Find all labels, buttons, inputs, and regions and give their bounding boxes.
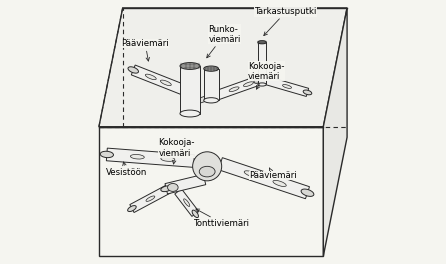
Ellipse shape bbox=[229, 87, 239, 92]
Polygon shape bbox=[216, 76, 260, 100]
Ellipse shape bbox=[204, 66, 219, 71]
Ellipse shape bbox=[168, 183, 178, 191]
Ellipse shape bbox=[258, 83, 266, 86]
Ellipse shape bbox=[301, 189, 314, 196]
Ellipse shape bbox=[180, 110, 200, 117]
Text: Tarkastusputki: Tarkastusputki bbox=[255, 7, 317, 36]
Circle shape bbox=[193, 152, 222, 181]
Polygon shape bbox=[99, 8, 347, 127]
Polygon shape bbox=[258, 42, 266, 84]
Polygon shape bbox=[219, 158, 310, 199]
Polygon shape bbox=[165, 175, 206, 194]
Polygon shape bbox=[323, 8, 347, 256]
Ellipse shape bbox=[184, 181, 195, 186]
Ellipse shape bbox=[254, 78, 264, 83]
Ellipse shape bbox=[180, 63, 200, 69]
Polygon shape bbox=[131, 65, 186, 95]
Ellipse shape bbox=[161, 80, 171, 86]
Ellipse shape bbox=[244, 82, 253, 87]
Polygon shape bbox=[130, 185, 171, 213]
Ellipse shape bbox=[303, 90, 312, 95]
Polygon shape bbox=[175, 189, 198, 216]
Ellipse shape bbox=[161, 186, 172, 192]
Ellipse shape bbox=[192, 210, 198, 218]
Polygon shape bbox=[99, 127, 323, 256]
Ellipse shape bbox=[100, 151, 113, 158]
Ellipse shape bbox=[204, 98, 219, 103]
Ellipse shape bbox=[161, 157, 175, 161]
Polygon shape bbox=[106, 148, 194, 167]
Ellipse shape bbox=[146, 196, 155, 201]
Text: Tonttiviemäri: Tonttiviemäri bbox=[194, 209, 250, 228]
Ellipse shape bbox=[128, 206, 136, 211]
Ellipse shape bbox=[282, 84, 292, 88]
Ellipse shape bbox=[128, 67, 139, 73]
Text: Pääviemäri: Pääviemäri bbox=[121, 39, 169, 61]
Ellipse shape bbox=[130, 154, 145, 159]
Text: Pääviemäri: Pääviemäri bbox=[249, 168, 297, 180]
Ellipse shape bbox=[244, 171, 257, 177]
Ellipse shape bbox=[258, 41, 266, 44]
Text: Runko-
viemäri: Runko- viemäri bbox=[207, 25, 241, 58]
Text: Kokooja-
viemäri: Kokooja- viemäri bbox=[158, 138, 195, 164]
Polygon shape bbox=[185, 92, 216, 108]
Ellipse shape bbox=[199, 166, 215, 177]
Text: Kokooja-
viemäri: Kokooja- viemäri bbox=[248, 62, 285, 89]
Polygon shape bbox=[180, 66, 200, 114]
Ellipse shape bbox=[184, 199, 190, 206]
Polygon shape bbox=[265, 77, 309, 96]
Polygon shape bbox=[204, 69, 219, 100]
Text: Vesistöön: Vesistöön bbox=[106, 162, 147, 177]
Ellipse shape bbox=[273, 180, 286, 186]
Ellipse shape bbox=[145, 74, 156, 80]
